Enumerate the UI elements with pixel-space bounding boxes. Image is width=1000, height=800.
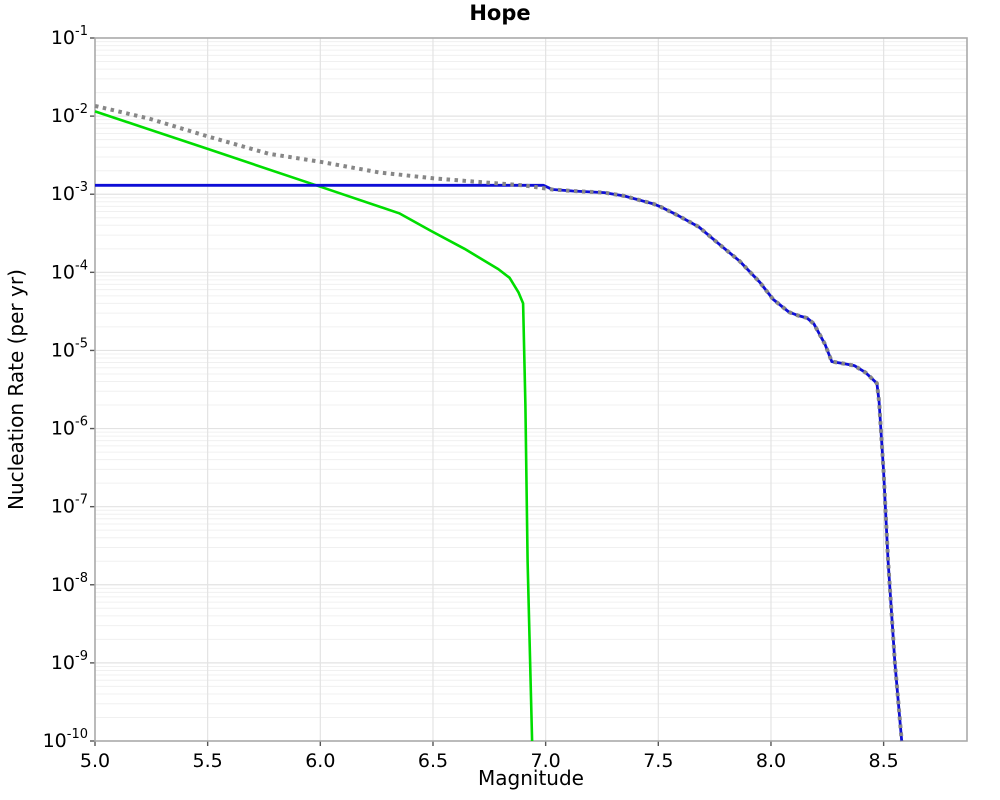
fault-rate-curve [95, 183, 904, 742]
y-tick-label: 10-5 [51, 336, 88, 361]
y-tick-label: 10-10 [43, 727, 88, 752]
y-tick-label: 10-1 [51, 24, 88, 49]
x-tick-label: 6.5 [418, 750, 448, 772]
x-tick-label: 6.0 [305, 750, 335, 772]
x-tick-label: 5.0 [80, 750, 110, 772]
x-axis-label: Magnitude [478, 766, 584, 790]
y-tick-label: 10-6 [51, 415, 88, 440]
y-tick-label: 10-4 [51, 258, 88, 283]
x-tick-label: 7.0 [531, 750, 561, 772]
y-tick-label: 10-7 [51, 493, 88, 518]
y-tick-label: 10-3 [51, 180, 88, 205]
x-tick-label: 7.5 [643, 750, 673, 772]
x-tick-label: 5.5 [193, 750, 223, 772]
y-tick-label: 10-2 [51, 102, 88, 127]
total-rate-curve [94, 103, 904, 742]
x-tick-label: 8.0 [756, 750, 786, 772]
chart-title: Hope [469, 1, 531, 25]
y-tick-label: 10-9 [51, 649, 88, 674]
y-axis-label: Nucleation Rate (per yr) [4, 269, 28, 510]
y-tick-label: 10-8 [51, 571, 88, 596]
x-tick-label: 8.5 [869, 750, 899, 772]
